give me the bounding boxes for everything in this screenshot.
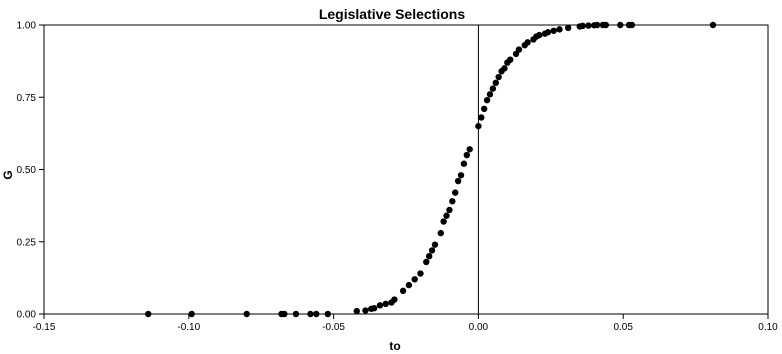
data-point — [550, 27, 557, 34]
chart-title: Legislative Selections — [319, 6, 465, 22]
data-point — [425, 253, 433, 260]
plot-area — [43, 24, 769, 315]
data-point — [457, 172, 465, 179]
axis-ticks: -0.15 -0.10 -0.05 0.00 0.05 0.10 0.00 0.25 0.50 0… — [17, 21, 779, 334]
data-point — [489, 85, 497, 92]
y-tick-label: 0.75 — [17, 93, 37, 104]
y-tick-label: 0.00 — [17, 310, 37, 321]
x-tick-label: 0.05 — [613, 322, 633, 333]
x-tick-label: 0.00 — [469, 322, 489, 333]
data-point — [486, 91, 494, 98]
x-tick-label: 0.10 — [758, 322, 778, 333]
data-point — [501, 65, 508, 72]
data-point — [495, 73, 502, 81]
data-point — [478, 114, 485, 121]
data-point — [593, 21, 601, 29]
data-point — [463, 151, 471, 159]
x-tick-label: -0.15 — [33, 322, 56, 333]
data-point — [353, 307, 360, 315]
data-point — [617, 21, 624, 29]
y-tick-label: 0.25 — [17, 237, 37, 248]
data-point — [492, 79, 499, 87]
data-point — [449, 198, 456, 205]
data-point — [544, 29, 552, 36]
data-point — [313, 310, 320, 318]
data-point — [281, 310, 288, 318]
data-point — [475, 122, 482, 130]
x-tick-label: -0.10 — [177, 322, 200, 333]
data-point — [423, 258, 430, 266]
data-point — [524, 39, 531, 46]
data-point — [602, 21, 610, 29]
data-point — [243, 310, 250, 318]
data-point — [437, 229, 444, 237]
data-point — [628, 21, 636, 29]
data-point — [417, 270, 424, 277]
data-point — [428, 247, 436, 254]
y-axis-label: G — [1, 170, 15, 179]
data-points — [145, 21, 717, 318]
data-point — [362, 307, 369, 314]
data-point — [292, 310, 300, 318]
data-point — [515, 46, 523, 53]
data-point — [454, 177, 462, 185]
data-point — [536, 31, 543, 39]
data-point — [709, 21, 717, 29]
data-point — [324, 310, 332, 318]
data-point — [585, 22, 592, 29]
data-point — [431, 241, 439, 248]
data-point — [376, 302, 384, 309]
data-point — [466, 146, 473, 153]
data-point — [480, 105, 488, 113]
data-point — [579, 22, 586, 30]
data-point — [188, 310, 195, 318]
data-point — [507, 56, 514, 63]
data-point — [411, 276, 418, 283]
y-tick-label: 1.00 — [17, 21, 37, 32]
y-tick-label: 0.50 — [17, 165, 37, 176]
data-point — [307, 310, 314, 318]
data-point — [440, 218, 447, 225]
data-point — [382, 300, 389, 308]
data-point — [446, 206, 453, 214]
x-tick-label: -0.05 — [322, 322, 345, 333]
x-axis-label: to — [389, 339, 400, 353]
data-point — [145, 310, 152, 318]
data-point — [405, 281, 413, 289]
data-point — [443, 212, 450, 219]
data-point — [399, 287, 407, 295]
data-point — [483, 96, 491, 104]
data-point — [564, 24, 572, 32]
data-point — [391, 296, 398, 303]
data-point — [460, 160, 468, 167]
data-point — [556, 26, 563, 33]
data-point — [452, 189, 459, 196]
data-point — [370, 305, 378, 312]
